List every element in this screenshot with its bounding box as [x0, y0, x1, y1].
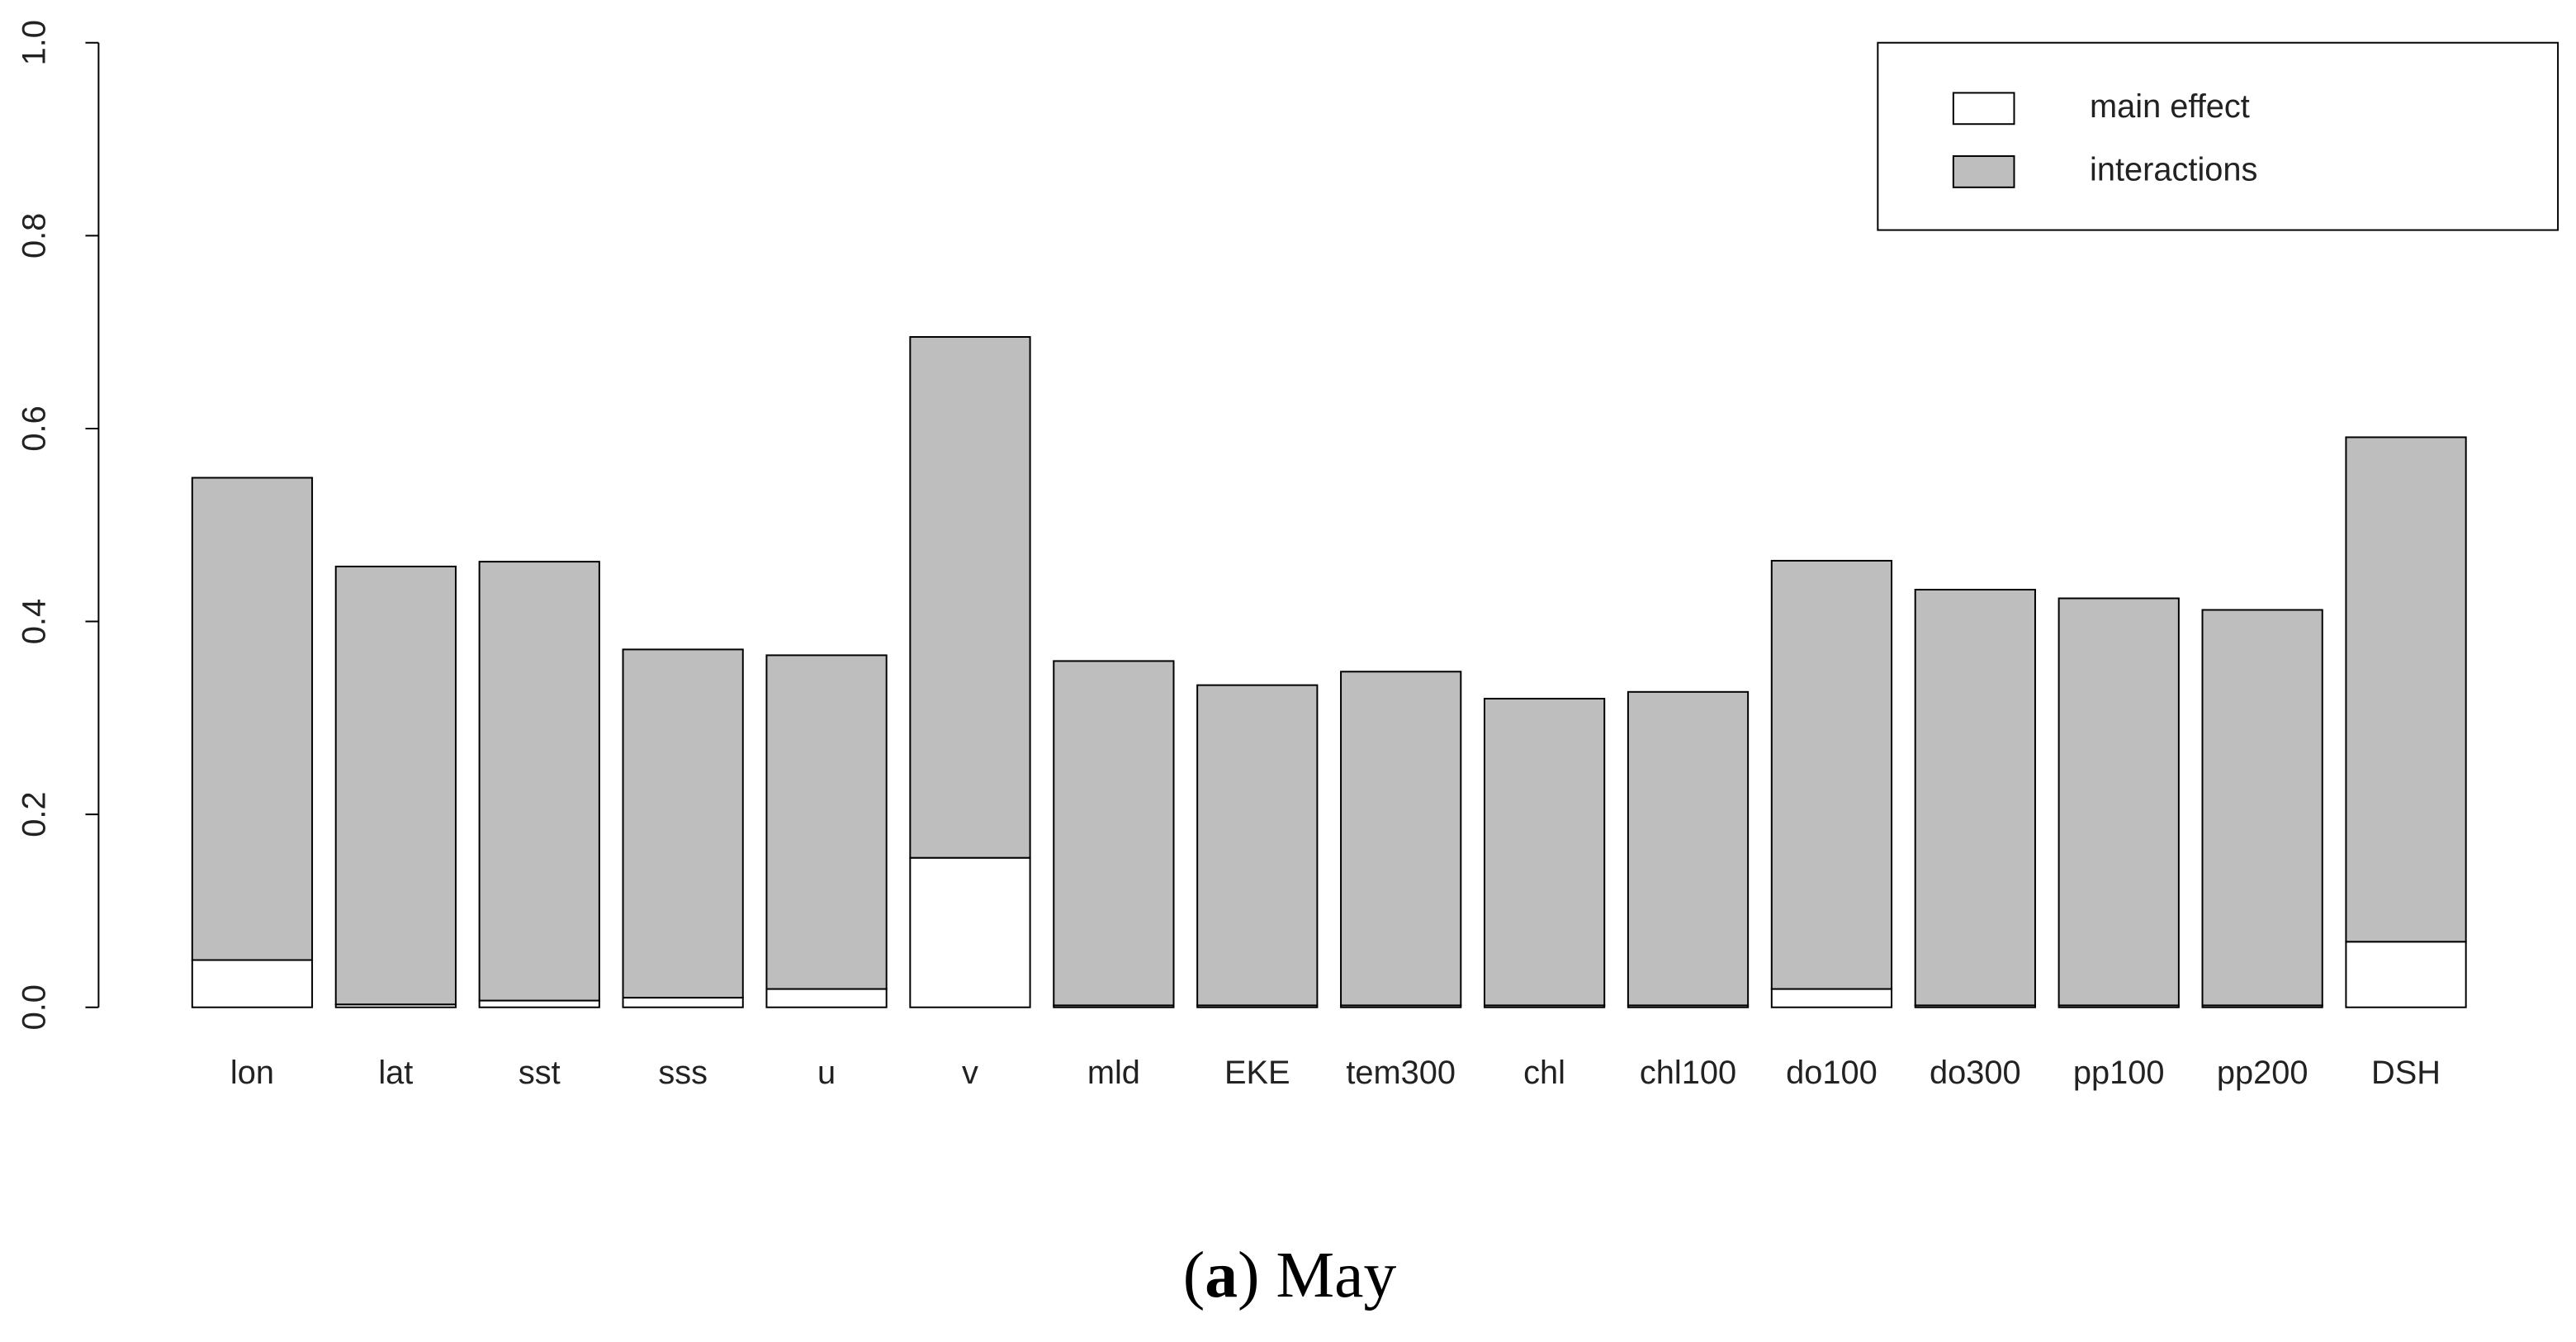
- x-tick-label: v: [962, 1055, 978, 1091]
- bar-segment: [191, 477, 314, 961]
- y-tick-label: 1.0: [16, 20, 52, 65]
- y-tick-label: 0.2: [16, 791, 52, 837]
- legend-box: [1877, 41, 2559, 231]
- bar-segment: [478, 999, 600, 1008]
- bar-segment: [622, 648, 744, 999]
- bar-segment: [1627, 690, 1750, 1007]
- x-tick-label: pp100: [2073, 1055, 2165, 1091]
- bar-segment: [1340, 671, 1462, 1007]
- x-tick-label: do300: [1930, 1055, 2021, 1091]
- bar-segment: [2345, 436, 2467, 943]
- legend-label: interactions: [2090, 151, 2257, 187]
- legend-label: main effect: [2090, 88, 2250, 125]
- bar-segment: [1770, 559, 1893, 990]
- caption-label: a: [1205, 1239, 1238, 1311]
- x-tick-label: lat: [378, 1055, 413, 1091]
- bar-segment: [2345, 941, 2467, 1008]
- x-tick-label: tem300: [1346, 1055, 1456, 1091]
- x-tick-label: u: [817, 1055, 836, 1091]
- bar-segment: [2201, 609, 2323, 1007]
- x-tick-label: DSH: [2371, 1055, 2441, 1091]
- bar-segment: [191, 959, 314, 1008]
- x-tick-label: chl100: [1640, 1055, 1736, 1091]
- bar-segment: [1483, 697, 1606, 1007]
- y-tick-label: 0.0: [16, 984, 52, 1030]
- bar-segment: [1770, 988, 1893, 1008]
- bar-segment: [622, 997, 744, 1008]
- bar-segment: [909, 856, 1031, 1008]
- y-tick-label: 0.4: [16, 599, 52, 644]
- x-tick-label: do100: [1786, 1055, 1878, 1091]
- y-tick-label: 0.6: [16, 405, 52, 451]
- x-tick-label: sss: [658, 1055, 708, 1091]
- legend-swatch: [1952, 155, 2015, 188]
- bar-segment: [1053, 660, 1175, 1007]
- caption-text: ) May: [1238, 1239, 1396, 1311]
- bar-segment: [909, 335, 1031, 859]
- x-tick-label: chl: [1523, 1055, 1565, 1091]
- bar-segment: [478, 561, 600, 1002]
- x-tick-label: sst: [519, 1055, 561, 1091]
- bar-segment: [2057, 597, 2180, 1007]
- y-tick-label: 0.8: [16, 213, 52, 258]
- x-tick-label: lon: [230, 1055, 274, 1091]
- x-tick-label: EKE: [1224, 1055, 1290, 1091]
- x-tick-label: pp200: [2217, 1055, 2308, 1091]
- bar-segment: [1196, 684, 1319, 1007]
- bar-segment: [765, 988, 888, 1008]
- caption: (a) May: [1183, 1239, 1397, 1311]
- bar-segment: [334, 565, 457, 1006]
- bar-segment: [1914, 588, 2036, 1007]
- bar-segment: [765, 654, 888, 990]
- x-tick-label: mld: [1087, 1055, 1140, 1091]
- legend-swatch: [1952, 92, 2015, 126]
- caption-open: (: [1183, 1239, 1205, 1311]
